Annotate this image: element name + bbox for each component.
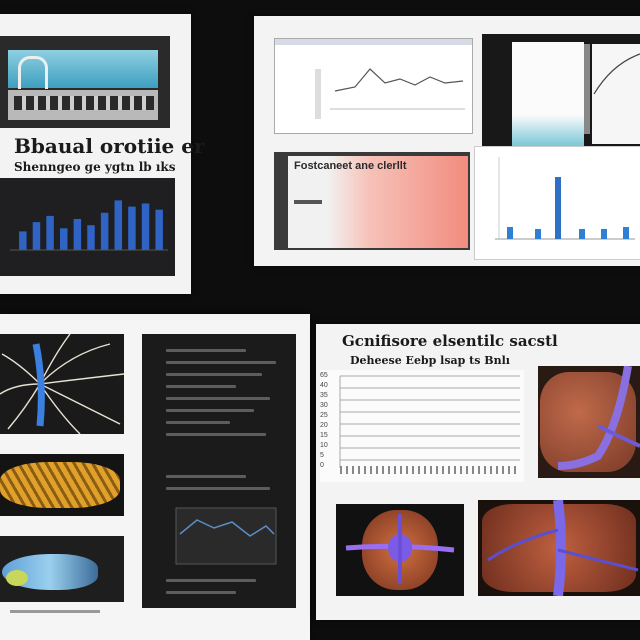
grid-chart: 65 40 35 30 25 20 15 10 5 0 [320, 370, 524, 482]
y-tick-label: 15 [320, 432, 328, 439]
bar [59, 228, 68, 250]
small-chart-window [474, 146, 640, 260]
subheading: Deheese Eebp lsap ts Bnlı [350, 354, 510, 367]
y-tick-label: 5 [320, 452, 324, 459]
building-photo [0, 36, 170, 128]
heading: Gcnifisore elsentilc sacstl [342, 332, 558, 350]
subheading: Shenngeo ge ygtn lb ıks [14, 160, 176, 174]
y-tick-label: 65 [320, 372, 328, 379]
bar [100, 212, 109, 250]
y-tick-label: 10 [320, 442, 328, 449]
vessel-svg-2 [345, 514, 455, 584]
dark-document-list [142, 334, 296, 464]
monitor-curve [593, 53, 640, 95]
monitor-window [482, 34, 640, 158]
line-chart-svg [330, 68, 465, 110]
banner-text: Fostcaneet ane clerllt [294, 160, 407, 172]
line-chart-window [274, 38, 473, 134]
panel-bottom-right: Gcnifisore elsentilc sacstl Deheese Eebp… [316, 324, 640, 620]
y-tick-label: 20 [320, 422, 328, 429]
heading: Bbaual orotiie er [14, 134, 205, 158]
vessel-svg [557, 366, 640, 470]
bar [114, 200, 123, 250]
small-chart-svg [495, 157, 635, 240]
bar-chart [0, 178, 175, 276]
nerve-image [0, 334, 124, 434]
bar [155, 209, 163, 250]
panel-top-right: Fostcaneet ane clerllt [254, 16, 640, 266]
bar [73, 219, 82, 250]
scan-image [0, 536, 124, 602]
nerve-svg [0, 334, 124, 434]
bar [32, 222, 41, 250]
bar [128, 206, 136, 250]
bar [87, 225, 95, 250]
organ-image-top [538, 366, 640, 478]
vessel-svg-3 [487, 500, 639, 596]
bar [141, 203, 150, 250]
organ-image-bottom-left [336, 504, 464, 596]
panel-top-left: Bbaual orotiie er Shenngeo ge ygtn lb ık… [0, 14, 205, 294]
bar [46, 215, 54, 250]
panel-bottom-left [0, 314, 310, 640]
dark-line-chart [175, 507, 277, 565]
y-tick-label: 30 [320, 402, 328, 409]
bar [19, 231, 27, 250]
y-tick-label: 35 [320, 392, 328, 399]
y-tick-label: 0 [320, 462, 324, 469]
y-tick-label: 40 [320, 382, 328, 389]
dark-document-chart [142, 464, 296, 608]
grid-lines [339, 375, 520, 468]
tissue-image [0, 454, 124, 516]
bar-chart-svg [10, 200, 168, 251]
banner-window: Fostcaneet ane clerllt [274, 152, 470, 250]
y-tick-label: 25 [320, 412, 328, 419]
organ-image-bottom-right [478, 500, 640, 596]
